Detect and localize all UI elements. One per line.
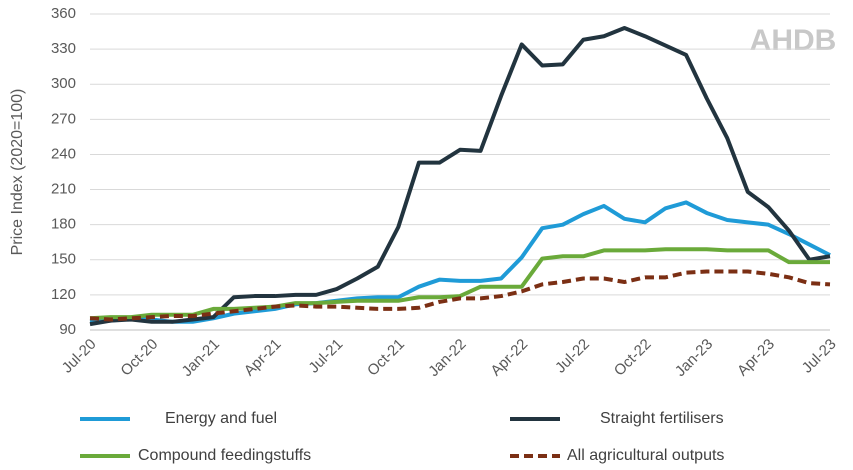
x-tick-label: Apr-23 [734, 336, 778, 380]
logo: AHDB [750, 24, 837, 57]
y-tick-label: 180 [51, 216, 76, 233]
y-tick-label: 300 [51, 75, 76, 92]
x-tick-label: Jan-21 [179, 336, 223, 380]
y-tick-label: 360 [51, 5, 76, 22]
legend-label: Straight fertilisers [600, 410, 724, 427]
x-tick-label: Jul-23 [799, 336, 840, 377]
x-tick-label: Apr-22 [487, 336, 531, 380]
x-tick-label: Oct-21 [364, 336, 408, 380]
y-axis-title: Price Index (2020=100) [9, 89, 26, 256]
y-tick-label: 240 [51, 145, 76, 162]
legend-label: Compound feedingstuffs [138, 447, 311, 464]
y-tick-label: 210 [51, 181, 76, 198]
x-tick-label: Jul-20 [59, 336, 100, 377]
x-tick-label: Jan-23 [672, 336, 716, 380]
y-tick-label: 270 [51, 110, 76, 127]
x-tick-label: Jul-21 [305, 336, 346, 377]
series-line [89, 247, 830, 321]
x-tick-label: Jan-22 [425, 336, 469, 380]
legend-label: All agricultural outputs [567, 447, 724, 464]
x-tick-label: Apr-21 [241, 336, 285, 380]
legend: Energy and fuel Straight fertilisers Compo… [80, 410, 724, 464]
x-tick-label: Jul-22 [552, 336, 593, 377]
y-tick-label: 120 [51, 286, 76, 303]
y-tick-label: 330 [51, 40, 76, 57]
legend-label: Energy and fuel [165, 410, 277, 427]
y-tick-label: 150 [51, 251, 76, 268]
series-line [89, 200, 831, 324]
y-tick-label: 90 [59, 321, 76, 338]
x-tick-label: Oct-20 [117, 336, 161, 380]
x-tick-label: Oct-22 [611, 336, 655, 380]
series-line [89, 269, 831, 322]
series-line [89, 26, 831, 327]
